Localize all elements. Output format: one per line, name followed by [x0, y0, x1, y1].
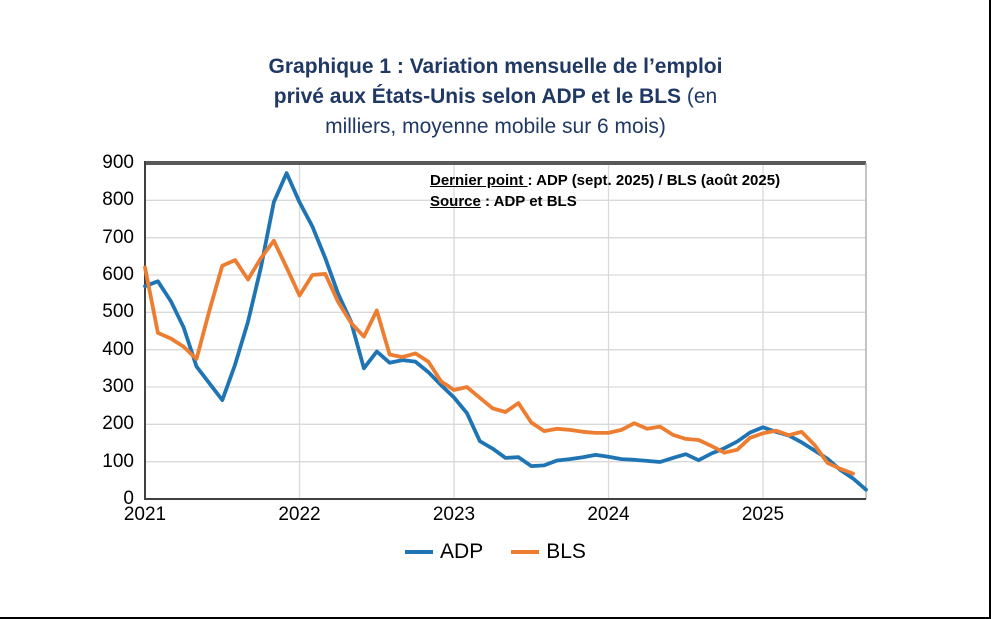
- title-text-regular: (en: [681, 85, 718, 108]
- chart-legend: ADP BLS: [0, 540, 989, 564]
- chart-title-line-3: milliers, moyenne mobile sur 6 mois): [0, 112, 989, 142]
- y-tick-label: 700: [102, 226, 134, 248]
- title-text-regular: milliers, moyenne mobile sur 6 mois): [325, 115, 666, 138]
- bls-line-swatch: [511, 550, 540, 554]
- legend-item-adp: ADP: [405, 540, 483, 564]
- y-tick-label: 200: [102, 413, 134, 435]
- x-tick-label: 2025: [741, 504, 785, 525]
- x-tick-label: 2023: [432, 504, 476, 525]
- x-tick-label: 2022: [278, 504, 321, 525]
- y-tick-label: 500: [102, 301, 134, 323]
- bls-line: [143, 238, 855, 476]
- chart-title-line-1: Graphique 1 : Variation mensuelle de l’e…: [0, 52, 989, 82]
- y-tick-label: 800: [102, 189, 134, 211]
- chart-title: Graphique 1 : Variation mensuelle de l’e…: [0, 52, 989, 142]
- annotation-last-point-value: : ADP (sept. 2025) / BLS (août 2025): [527, 172, 781, 189]
- y-tick-label: 900: [102, 152, 134, 173]
- x-tick-label: 2021: [123, 504, 167, 525]
- legend-label-bls: BLS: [546, 540, 586, 563]
- legend-label-adp: ADP: [440, 540, 484, 563]
- chart-title-line-2: privé aux États-Unis selon ADP et le BLS…: [0, 82, 989, 112]
- annotation-source-value: : ADP et BLS: [480, 193, 577, 210]
- y-tick-label: 400: [102, 338, 134, 360]
- title-text-bold: Graphique 1 : Variation mensuelle de l’e…: [268, 55, 723, 78]
- annotation-source-label: Source: [430, 193, 481, 210]
- y-tick-label: 300: [102, 376, 134, 397]
- y-tick-label: 600: [102, 264, 134, 285]
- y-tick-label: 0: [123, 488, 134, 509]
- adp-line: [143, 171, 868, 492]
- annotation-last-point-label: Dernier point: [430, 172, 528, 189]
- annotation-source: Source : ADP et BLS: [430, 191, 780, 212]
- title-text-bold: privé aux États-Unis selon ADP et le BLS: [273, 85, 682, 108]
- legend-item-bls: BLS: [511, 540, 586, 564]
- x-tick-label: 2024: [587, 504, 630, 525]
- adp-line-swatch: [405, 550, 434, 554]
- annotation-last-point: Dernier point : ADP (sept. 2025) / BLS (…: [430, 170, 780, 191]
- y-tick-label: 100: [102, 450, 134, 472]
- chart-annotation: Dernier point : ADP (sept. 2025) / BLS (…: [430, 170, 780, 212]
